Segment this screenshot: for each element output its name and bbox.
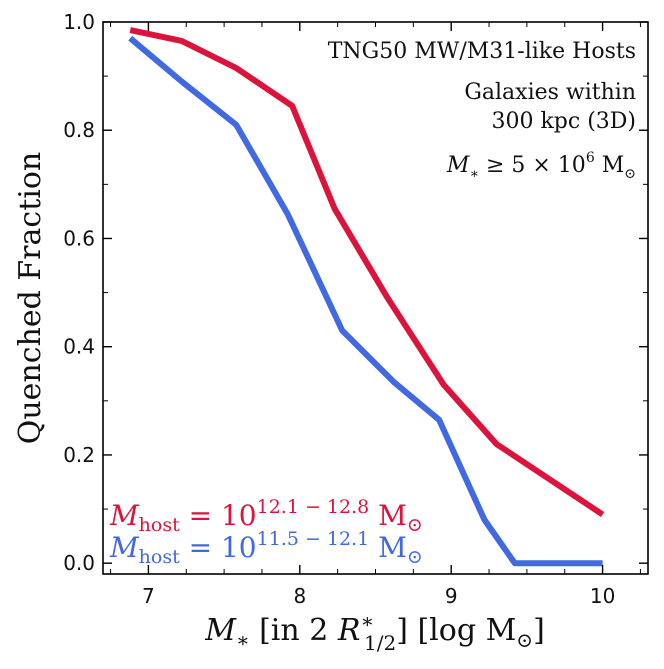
y-tick-label: 0.8 — [63, 118, 95, 142]
series-line-high-mass-host — [129, 27, 605, 517]
x-tick-label: 9 — [445, 584, 458, 608]
y-tick-label: 0.0 — [63, 551, 95, 575]
annotation-galaxies-within: Galaxies within — [464, 80, 636, 105]
legend-entry-low-mass: Mhost = 1011.5 − 12.1 M⊙ — [109, 528, 423, 568]
annotation-title: TNG50 MW/M31-like Hosts — [328, 39, 636, 64]
y-tick-label: 1.0 — [63, 10, 95, 34]
x-axis-title: M∗ [in 2 R∗ 1/2] [log M⊙] — [204, 609, 545, 655]
annotation-distance: 300 kpc (3D) — [491, 109, 636, 134]
y-tick-label: 0.6 — [63, 226, 95, 250]
legend-entry-high-mass: Mhost = 1012.1 − 12.8 M⊙ — [109, 496, 423, 536]
series-line-low-mass-host — [128, 35, 603, 567]
y-tick-label: 0.4 — [63, 335, 95, 359]
x-tick-label: 10 — [590, 584, 615, 608]
x-tick-label: 8 — [293, 584, 306, 608]
y-axis-title: Quenched Fraction — [13, 152, 48, 445]
x-tick-label: 7 — [142, 584, 155, 608]
y-tick-label: 0.2 — [63, 443, 95, 467]
tick-layer: 7 8 9 10 0.0 0.2 0.4 0.6 0.8 1.0 — [63, 10, 648, 608]
series-layer — [128, 27, 605, 567]
annotation-mass-cut: M∗ ≥ 5 × 106 M⊙ — [446, 150, 636, 182]
